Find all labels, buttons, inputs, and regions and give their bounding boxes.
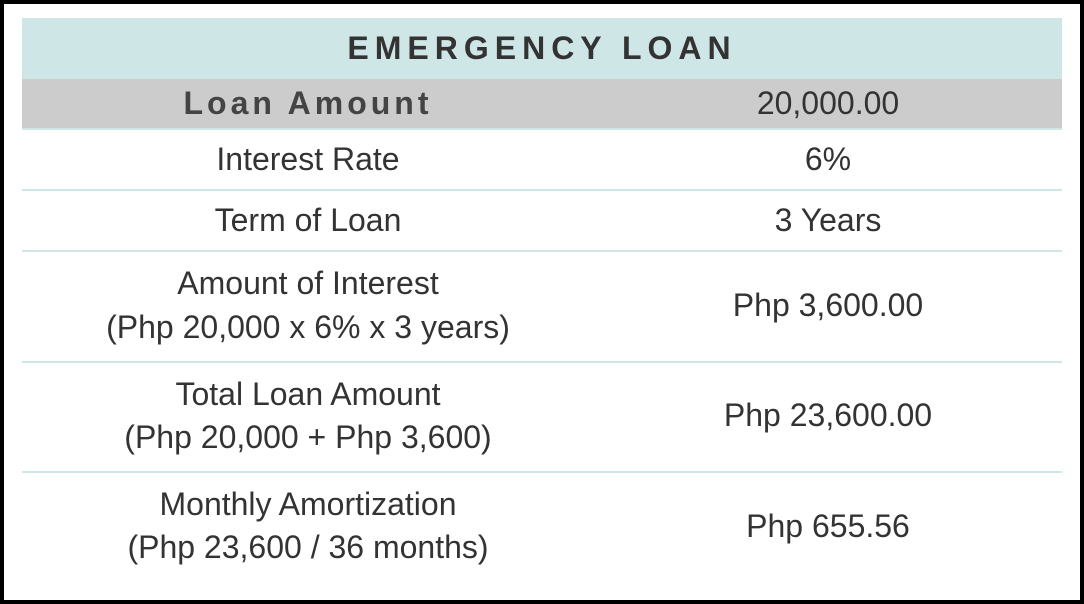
table-row: Monthly Amortization (Php 23,600 / 36 mo… (22, 472, 1062, 581)
term-of-loan-value: 3 Years (594, 190, 1062, 251)
monthly-amortization-label: Monthly Amortization (Php 23,600 / 36 mo… (22, 472, 594, 581)
label-line1: Total Loan Amount (38, 373, 578, 416)
interest-rate-label: Interest Rate (22, 129, 594, 190)
amount-of-interest-value: Php 3,600.00 (594, 251, 1062, 361)
label-line2: (Php 20,000 x 6% x 3 years) (38, 306, 578, 349)
loan-amount-value: 20,000.00 (594, 78, 1062, 129)
label-line1: Monthly Amortization (38, 483, 578, 526)
loan-amount-label: Loan Amount (22, 78, 594, 129)
total-loan-amount-label: Total Loan Amount (Php 20,000 + Php 3,60… (22, 362, 594, 472)
label-line2: (Php 23,600 / 36 months) (38, 526, 578, 569)
table-title: EMERGENCY LOAN (22, 18, 1062, 78)
term-of-loan-label: Term of Loan (22, 190, 594, 251)
total-loan-amount-value: Php 23,600.00 (594, 362, 1062, 472)
table-row: Term of Loan 3 Years (22, 190, 1062, 251)
table-row: Amount of Interest (Php 20,000 x 6% x 3 … (22, 251, 1062, 361)
table-row: Interest Rate 6% (22, 129, 1062, 190)
label-line2: (Php 20,000 + Php 3,600) (38, 416, 578, 459)
emergency-loan-table: EMERGENCY LOAN Loan Amount 20,000.00 Int… (22, 18, 1062, 582)
monthly-amortization-value: Php 655.56 (594, 472, 1062, 581)
table-row: Total Loan Amount (Php 20,000 + Php 3,60… (22, 362, 1062, 472)
label-line1: Amount of Interest (38, 262, 578, 305)
interest-rate-value: 6% (594, 129, 1062, 190)
table-row: Loan Amount 20,000.00 (22, 78, 1062, 129)
amount-of-interest-label: Amount of Interest (Php 20,000 x 6% x 3 … (22, 251, 594, 361)
table-title-row: EMERGENCY LOAN (22, 18, 1062, 78)
loan-table-frame: EMERGENCY LOAN Loan Amount 20,000.00 Int… (0, 0, 1084, 604)
